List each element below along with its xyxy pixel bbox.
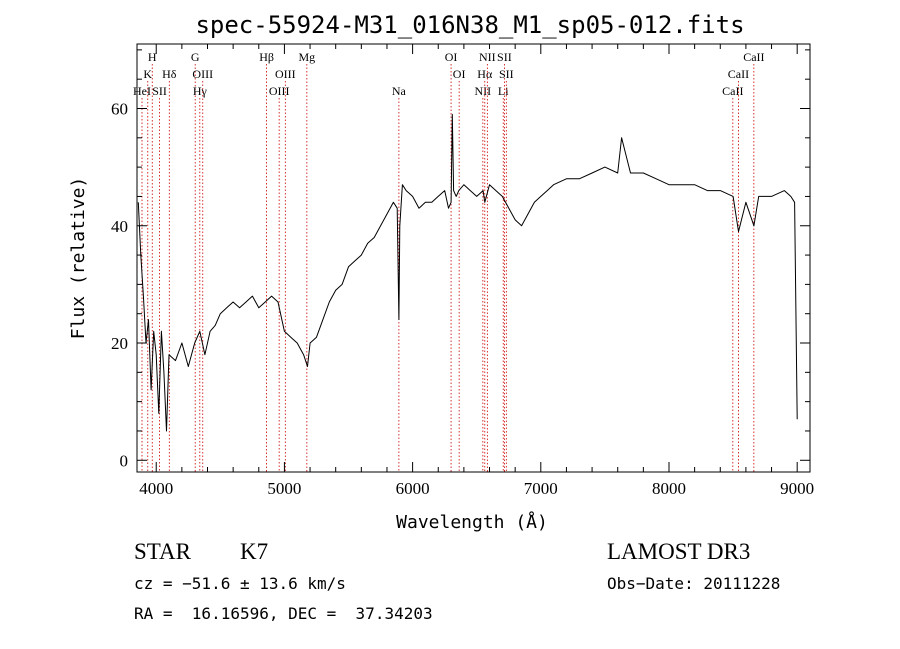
line-marker-label: NII — [479, 50, 496, 64]
line-marker-label: OI — [453, 67, 466, 81]
x-tick-label: 8000 — [652, 479, 686, 498]
spectrum-line-0 — [137, 113, 798, 432]
observation-date: Obs−Date: 20111228 — [607, 574, 780, 593]
line-marker-label: HeI — [133, 84, 151, 98]
x-tick-label: 4000 — [139, 479, 173, 498]
y-axis-label: Flux (relative) — [68, 177, 89, 340]
line-marker-label: Hδ — [162, 67, 177, 81]
spectral-line-markers: HeIKHSIIHδGHγOIIIHβOIIIOIIIMgNaOIOINIIHα… — [133, 50, 765, 472]
plot-frame — [136, 43, 811, 473]
line-marker-label: Hα — [477, 67, 493, 81]
line-marker-label: Mg — [299, 50, 316, 64]
line-marker-label: CaII — [722, 84, 743, 98]
line-marker-label: OI — [445, 50, 458, 64]
line-marker-label: K — [143, 67, 152, 81]
object-class: STAR — [134, 539, 192, 564]
redshift-cz: cz = −51.6 ± 13.6 km/s — [134, 574, 346, 593]
line-marker-label: CaII — [743, 50, 764, 64]
line-marker-label: NII — [475, 84, 492, 98]
x-tick-label: 6000 — [396, 479, 430, 498]
line-marker-label: H — [148, 50, 157, 64]
survey-name: LAMOST DR3 — [607, 539, 750, 564]
line-marker-label: SII — [499, 67, 514, 81]
y-tick-label: 0 — [120, 451, 129, 470]
y-tick-label: 60 — [111, 99, 128, 118]
line-marker-label: OIII — [192, 67, 213, 81]
x-axis-label: Wavelength (Å) — [396, 511, 548, 533]
y-axis-ticks: 0 20 40 60 — [111, 49, 810, 470]
line-marker-label: CaII — [728, 67, 749, 81]
x-axis-ticks: 4000 5000 6000 7000 8000 9000 — [139, 44, 814, 498]
x-tick-label: 9000 — [780, 479, 814, 498]
coordinates: RA = 16.16596, DEC = 37.34203 — [134, 604, 433, 623]
chart-title: spec-55924-M31_016N38_M1_sp05-012.fits — [195, 11, 744, 39]
line-marker-label: OIII — [269, 84, 290, 98]
object-subclass: K7 — [240, 539, 268, 564]
line-marker-label: Na — [392, 84, 407, 98]
series-layer — [137, 113, 798, 432]
y-tick-label: 40 — [111, 217, 128, 236]
line-marker-label: SII — [152, 84, 167, 98]
line-marker-label: Li — [498, 84, 509, 98]
line-marker-label: SII — [497, 50, 512, 64]
line-marker-label: Hγ — [193, 84, 208, 98]
line-marker-label: OIII — [275, 67, 296, 81]
line-marker-label: G — [191, 50, 200, 64]
x-tick-label: 7000 — [524, 479, 558, 498]
y-tick-label: 20 — [111, 334, 128, 353]
x-tick-label: 5000 — [267, 479, 301, 498]
line-marker-label: Hβ — [259, 50, 274, 64]
